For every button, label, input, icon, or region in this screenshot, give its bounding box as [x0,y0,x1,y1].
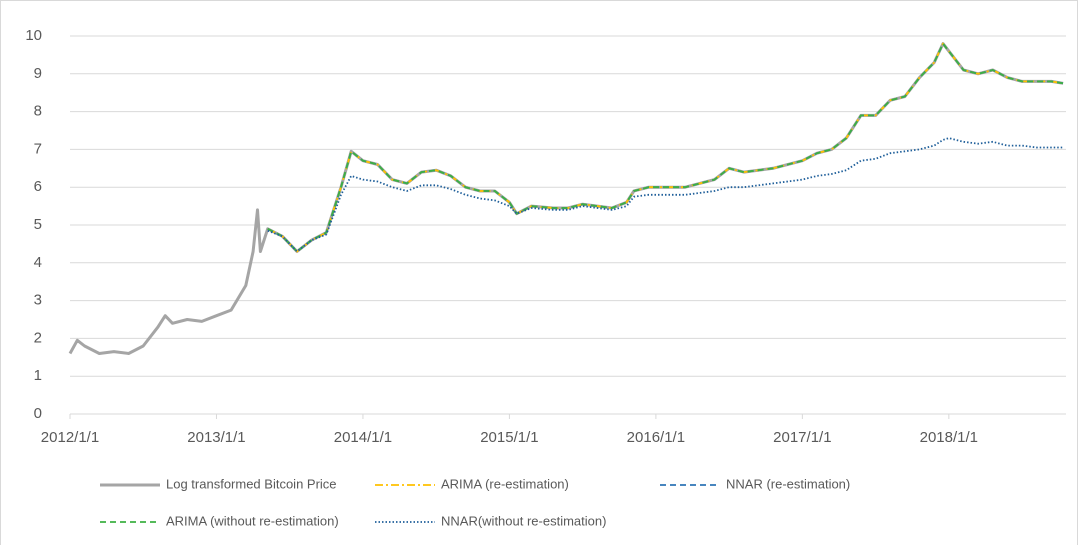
x-tick-label: 2014/1/1 [334,429,392,446]
y-tick-label: 7 [34,140,42,157]
series-line [267,42,1064,253]
x-tick-label: 2017/1/1 [773,429,831,446]
legend-label: NNAR (re-estimation) [726,476,850,491]
series-line [68,42,1064,355]
y-tick-label: 3 [34,292,42,309]
y-tick-label: 2 [34,329,42,346]
x-tick-label: 2012/1/1 [41,429,99,446]
x-tick-label: 2016/1/1 [627,429,685,446]
y-tick-label: 6 [34,178,42,195]
y-tick-label: 0 [34,405,42,422]
y-tick-label: 4 [34,254,42,271]
y-tick-label: 8 [34,103,42,120]
x-tick-label: 2018/1/1 [920,429,978,446]
x-tick-label: 2013/1/1 [187,429,245,446]
x-tick-label: 2015/1/1 [480,429,538,446]
series-line [267,137,1064,253]
y-tick-label: 5 [34,216,42,233]
series-line [267,42,1064,253]
legend-label: ARIMA (re-estimation) [441,476,569,491]
legend-label: NNAR(without re-estimation) [441,513,606,528]
legend-label: Log transformed Bitcoin Price [166,476,337,491]
series-line [267,42,1064,253]
y-tick-label: 9 [34,65,42,82]
y-tick-label: 10 [25,27,42,44]
legend-label: ARIMA (without re-estimation) [166,513,339,528]
y-tick-label: 1 [34,367,42,384]
